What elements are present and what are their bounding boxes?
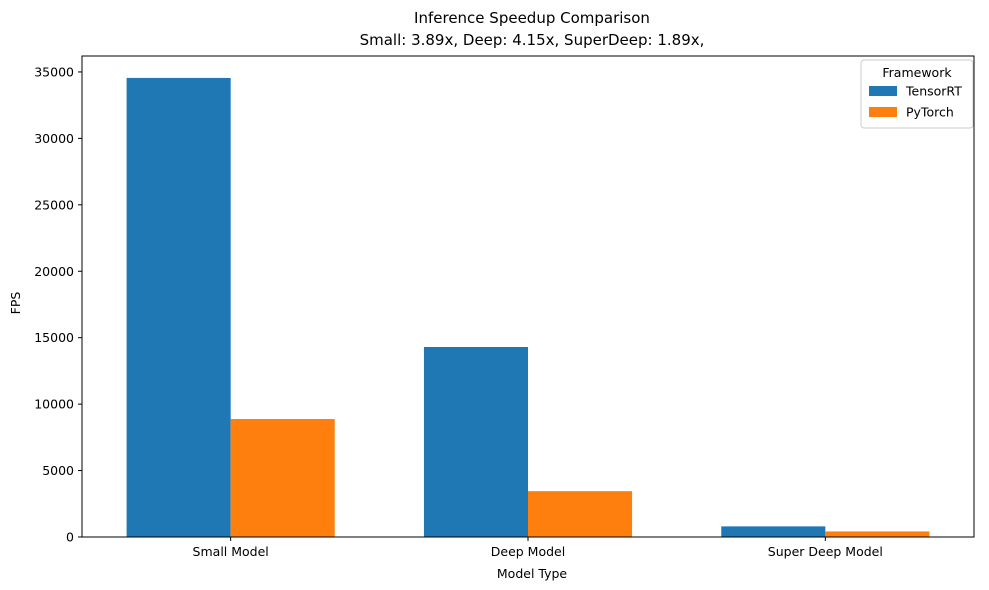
- y-tick-label: 35000: [34, 64, 74, 79]
- bar-pytorch-super-deep-model: [825, 531, 930, 537]
- bars-group: [126, 77, 930, 537]
- bar-pytorch-small-model: [230, 419, 335, 537]
- y-tick-label: 5000: [42, 463, 74, 478]
- legend-label-tensorrt: TensorRT: [905, 84, 962, 99]
- x-tick-label: Small Model: [193, 544, 269, 559]
- bar-tensorrt-small-model: [126, 77, 231, 537]
- y-tick-label: 30000: [34, 131, 74, 146]
- legend-title: Framework: [882, 65, 952, 80]
- legend: Framework TensorRT PyTorch: [860, 59, 974, 129]
- bar-tensorrt-deep-model: [423, 346, 528, 537]
- x-tick-label: Super Deep Model: [768, 544, 883, 559]
- y-tick-label: 15000: [34, 330, 74, 345]
- y-tick-label: 10000: [34, 397, 74, 412]
- bar-tensorrt-super-deep-model: [721, 526, 826, 537]
- legend-items: TensorRT PyTorch: [869, 84, 962, 120]
- legend-swatch-pytorch: [869, 107, 897, 117]
- chart-title: Inference Speedup Comparison: [414, 9, 650, 27]
- chart-subtitle: Small: 3.89x, Deep: 4.15x, SuperDeep: 1.…: [360, 31, 705, 49]
- x-tick-label: Deep Model: [491, 544, 565, 559]
- y-tick-label: 25000: [34, 197, 74, 212]
- y-tick-label: 0: [66, 530, 74, 545]
- x-axis-label: Model Type: [497, 566, 568, 581]
- x-axis-ticks: Small Model Deep Model Super Deep Model: [193, 537, 883, 559]
- y-axis-label: FPS: [8, 292, 23, 315]
- legend-label-pytorch: PyTorch: [906, 105, 954, 120]
- bar-pytorch-deep-model: [528, 491, 633, 537]
- y-tick-label: 20000: [34, 264, 74, 279]
- plot-frame: [81, 55, 975, 538]
- y-axis-ticks: 0 5000 10000 15000 20000 25000 30000 35000: [34, 64, 82, 545]
- legend-swatch-tensorrt: [869, 86, 897, 96]
